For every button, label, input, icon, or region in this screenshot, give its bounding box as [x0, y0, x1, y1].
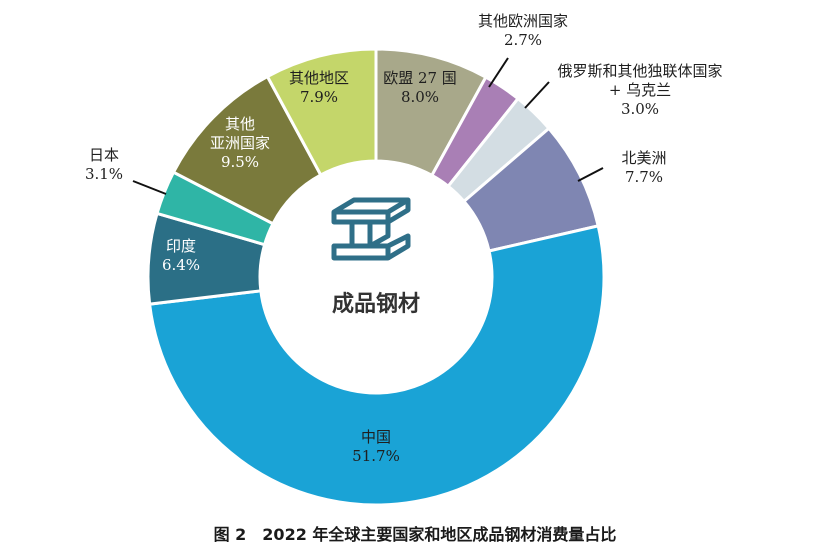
- slice-label-japan-pct: 3.1%: [84, 165, 124, 183]
- slice-label-india-pct: 6.4%: [161, 256, 201, 274]
- leader-lines: [132, 57, 604, 195]
- slice-label-eu-name: 欧盟 27 国: [383, 69, 457, 87]
- slice-label-other-regions-pct: 7.9%: [299, 88, 339, 106]
- donut-slices: [146, 47, 606, 507]
- slice-label-cis-name: 俄罗斯和其他独联体国家: [557, 62, 723, 80]
- slice-label-other-asia: 其他 亚洲国家 9.5%: [210, 115, 270, 172]
- slice-label-north-america-name: 北美洲: [621, 149, 667, 167]
- slice-label-north-america-pct: 7.7%: [624, 168, 664, 186]
- slice-label-china-name: 中国: [360, 428, 391, 446]
- slice-label-china: 中国 51.7%: [352, 428, 400, 466]
- slice-label-india-name: 印度: [165, 237, 197, 255]
- slice-label-other-europe: 其他欧洲国家 2.7%: [478, 12, 568, 50]
- leader-line-cis: [524, 81, 550, 109]
- slice-label-other-regions: 其他地区 7.9%: [289, 69, 349, 107]
- slice-label-other-europe-pct: 2.7%: [503, 31, 543, 49]
- leader-line-north-america: [577, 167, 604, 182]
- center-label: 成品钢材: [331, 292, 421, 317]
- figure-caption: 图 2 2022 年全球主要国家和地区成品钢材消费量占比: [213, 525, 617, 544]
- slice-label-other-europe-name: 其他欧洲国家: [477, 12, 569, 30]
- slice-label-north-america: 北美洲 7.7%: [621, 149, 666, 187]
- steel-beam-icon: [331, 197, 411, 261]
- donut-slice-8: [265, 47, 378, 178]
- slice-label-cis-pct: 3.0%: [620, 100, 660, 118]
- slice-label-eu: 欧盟 27 国 8.0%: [383, 69, 457, 107]
- slice-label-china-pct: 51.7%: [352, 447, 400, 465]
- slice-label-other-regions-name: 其他地区: [288, 69, 350, 87]
- slice-label-eu-pct: 8.0%: [400, 88, 440, 106]
- slice-label-cis: 俄罗斯和其他独联体国家 + 乌克兰 3.0%: [557, 62, 722, 119]
- slice-label-japan-name: 日本: [88, 146, 120, 164]
- leader-line-japan: [132, 180, 167, 195]
- slice-label-other-asia-name: 其他: [224, 115, 256, 133]
- donut-slice-4: [147, 224, 606, 507]
- slice-label-other-asia-pct: 9.5%: [220, 153, 260, 171]
- slice-label-other-asia-name-2: 亚洲国家: [209, 134, 271, 152]
- slice-label-india: 印度 6.4%: [162, 237, 200, 275]
- leader-line-other-europe: [488, 57, 509, 88]
- slice-label-japan: 日本 3.1%: [85, 146, 123, 184]
- slice-label-cis-name-2: + 乌克兰: [608, 81, 672, 99]
